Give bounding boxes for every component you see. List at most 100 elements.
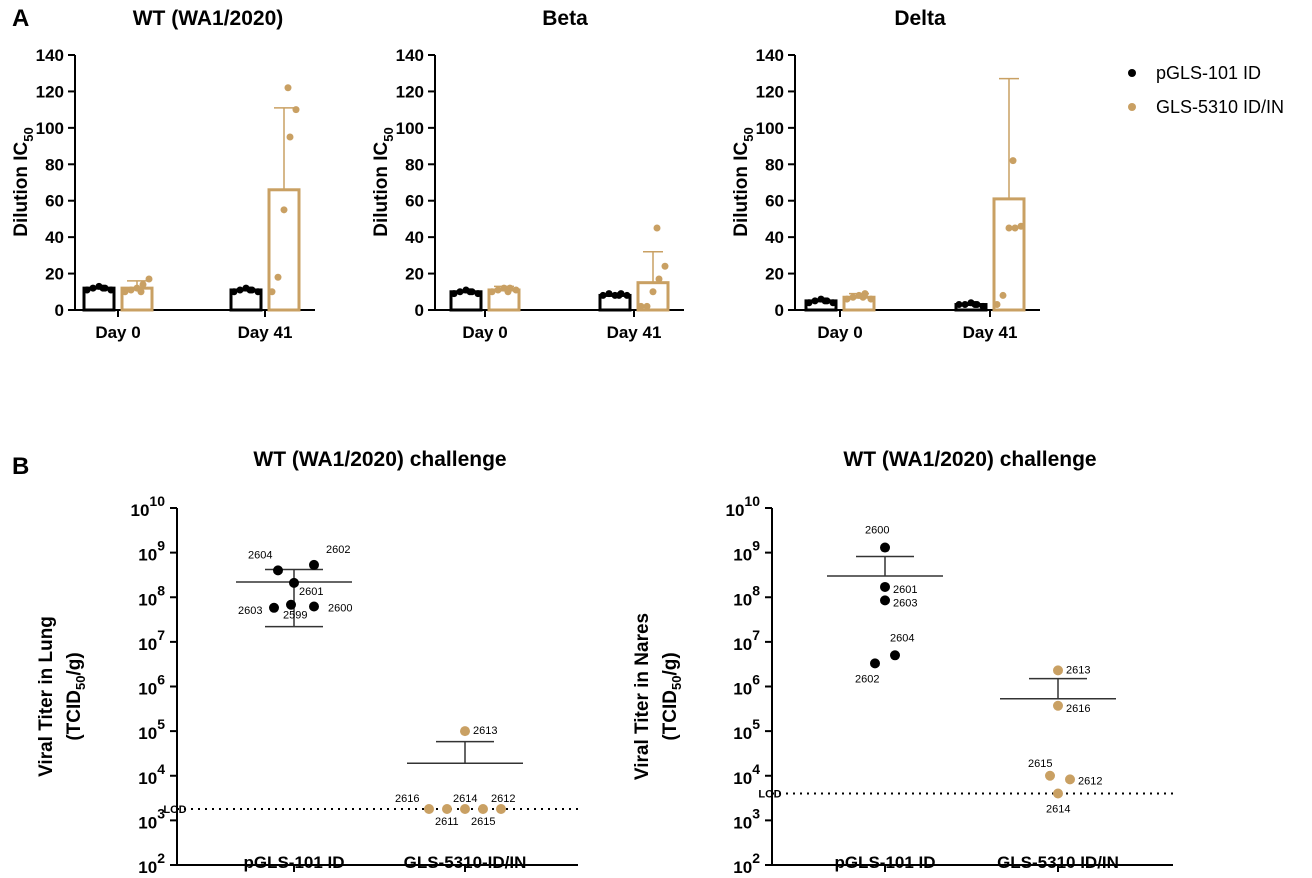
data-point xyxy=(488,288,496,296)
data-point xyxy=(643,302,651,310)
data-point xyxy=(961,301,969,309)
data-point xyxy=(280,206,288,214)
point-label-2616: 2616 xyxy=(395,793,419,805)
y-tick-label: 20 xyxy=(765,265,784,284)
data-point xyxy=(1017,222,1025,230)
point-label-2604: 2604 xyxy=(248,549,272,561)
y-tick-base: 10 xyxy=(733,724,752,743)
y-tick-label: 20 xyxy=(405,265,424,284)
data-point-2611 xyxy=(442,803,452,814)
y-tick-base: 10 xyxy=(138,769,157,788)
point-label-2602: 2602 xyxy=(326,544,350,556)
chart-title: WT (WA1/2020) challenge xyxy=(253,448,506,471)
point-label-2604: 2604 xyxy=(890,632,914,644)
data-point xyxy=(230,288,238,296)
scatter-chart-1: WT (WA1/2020) challenge10210310410510610… xyxy=(36,448,578,877)
data-point xyxy=(1005,224,1013,232)
point-label-2599: 2599 xyxy=(283,610,307,622)
y-tick-label: 104 xyxy=(733,761,760,788)
y-axis-label-subscript: 50 xyxy=(741,127,756,141)
data-point xyxy=(494,286,502,294)
y-tick-exponent: 8 xyxy=(157,582,165,598)
data-point-2600 xyxy=(880,542,890,553)
y-axis-label-unit: (TCID50/g) xyxy=(660,652,684,740)
lod-label: LOD xyxy=(163,804,186,816)
y-tick-label: 0 xyxy=(775,301,784,320)
y-tick-label: 120 xyxy=(36,82,64,101)
data-point-2615 xyxy=(1045,770,1055,781)
y-tick-label: 80 xyxy=(45,155,64,174)
point-label-2601: 2601 xyxy=(893,584,917,596)
data-point xyxy=(127,286,135,294)
data-point xyxy=(653,224,661,232)
y-tick-exponent: 3 xyxy=(157,805,165,821)
y-tick-base: 10 xyxy=(131,501,150,520)
unit-subscript: 50 xyxy=(669,676,684,690)
data-point xyxy=(859,293,867,301)
data-point xyxy=(139,281,147,288)
y-tick-label: 40 xyxy=(45,228,64,247)
data-point xyxy=(466,288,474,296)
y-axis-label-text: Dilution IC xyxy=(11,141,32,236)
y-tick-exponent: 10 xyxy=(744,493,760,509)
unit-part: (TCID xyxy=(64,690,85,741)
y-tick-label: 105 xyxy=(733,716,760,743)
data-point xyxy=(99,284,107,292)
y-tick-base: 10 xyxy=(733,635,752,654)
scatter-chart-2: WT (WA1/2020) challenge10210310410510610… xyxy=(632,448,1173,877)
x-tick-label: GLS-5310-ID/IN xyxy=(404,853,527,872)
data-point xyxy=(867,295,875,303)
y-axis-label-text: Dilution IC xyxy=(731,141,752,236)
y-axis-label: Dilution IC50 xyxy=(11,127,36,236)
x-tick-label: Day 0 xyxy=(95,323,140,342)
y-tick-label: 0 xyxy=(415,301,424,320)
y-tick-exponent: 9 xyxy=(157,538,165,554)
data-point-2613 xyxy=(460,726,470,737)
y-tick-base: 10 xyxy=(138,858,157,877)
data-point xyxy=(236,286,244,294)
point-label-2600: 2600 xyxy=(328,603,352,615)
y-tick-exponent: 4 xyxy=(752,761,760,777)
y-tick-label: 100 xyxy=(36,119,64,138)
x-tick-label: Day 0 xyxy=(817,323,862,342)
bar-chart-1: WT (WA1/2020) 0 20 40 60 80 100 120 140 Day 0 Day … xyxy=(11,7,315,342)
data-point-2604 xyxy=(273,565,283,576)
data-point-2614 xyxy=(1053,788,1063,799)
data-point-2603 xyxy=(880,595,890,606)
data-point-2614 xyxy=(460,803,470,814)
chart-title: Delta xyxy=(894,7,946,30)
y-tick-exponent: 5 xyxy=(157,716,165,732)
point-label-2600: 2600 xyxy=(865,525,889,537)
data-point xyxy=(805,299,813,307)
y-tick-label: 20 xyxy=(45,265,64,284)
y-tick-label: 102 xyxy=(733,850,760,877)
point-label-2615: 2615 xyxy=(471,816,495,828)
data-point xyxy=(993,301,1001,309)
y-tick-base: 10 xyxy=(733,813,752,832)
x-tick-label: pGLS-101 ID xyxy=(243,853,344,872)
data-point xyxy=(811,297,819,305)
data-point xyxy=(274,273,282,281)
data-point xyxy=(107,286,115,294)
unit-part: /g) xyxy=(660,652,681,675)
x-tick-label: Day 41 xyxy=(607,323,662,342)
legend-marker-2 xyxy=(1128,103,1136,111)
point-label-2602: 2602 xyxy=(855,673,879,685)
y-tick-label: 0 xyxy=(55,301,64,320)
data-point xyxy=(254,288,262,296)
panel-label-a: A xyxy=(12,5,29,32)
data-point xyxy=(89,284,97,292)
y-tick-label: 105 xyxy=(138,716,165,743)
y-tick-exponent: 7 xyxy=(157,627,165,643)
y-tick-label: 140 xyxy=(756,46,784,65)
y-tick-label: 60 xyxy=(45,192,64,211)
point-label-2613: 2613 xyxy=(473,725,497,737)
y-tick-exponent: 4 xyxy=(157,761,165,777)
unit-part: (TCID xyxy=(660,690,681,741)
point-label-2614: 2614 xyxy=(453,793,477,805)
point-label-2612: 2612 xyxy=(1078,775,1102,787)
point-label-2603: 2603 xyxy=(238,605,262,617)
data-point xyxy=(655,275,663,283)
bar-gls-5310-id-in-1 xyxy=(992,197,1026,312)
